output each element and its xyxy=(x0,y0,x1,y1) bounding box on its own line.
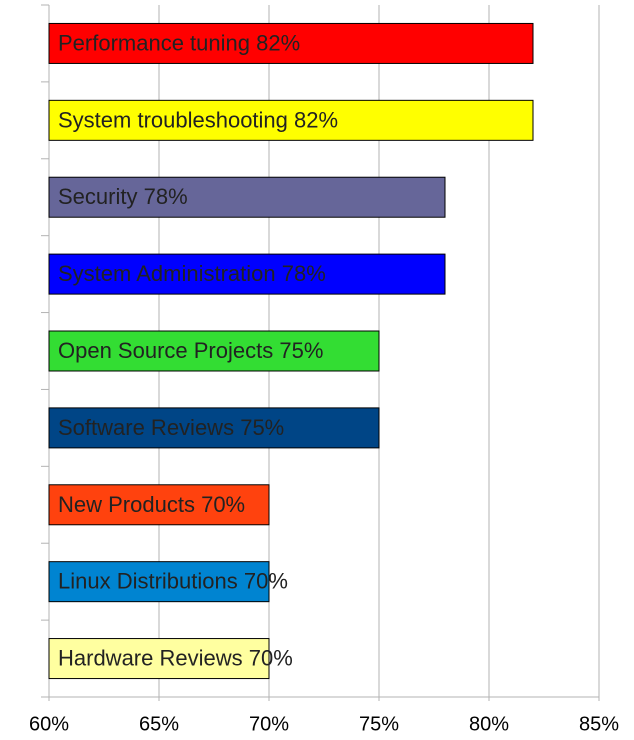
bar xyxy=(48,99,534,141)
x-tick-label: 70% xyxy=(249,713,289,735)
bar xyxy=(48,253,446,295)
category-label: Performance tuning xyxy=(58,30,250,55)
data-label: Software Reviews 75% xyxy=(58,415,284,440)
bar xyxy=(48,22,534,64)
category-label: Open Source Projects xyxy=(58,338,273,363)
x-tick-label: 80% xyxy=(469,713,509,735)
data-label: Linux Distributions 70% xyxy=(58,568,288,593)
value-label: 70% xyxy=(201,492,245,517)
x-tick-label: 65% xyxy=(139,713,179,735)
bar xyxy=(48,330,380,372)
value-label: 82% xyxy=(256,30,300,55)
x-tick-label: 85% xyxy=(579,713,619,735)
value-label: 70% xyxy=(244,568,288,593)
category-label: System Administration xyxy=(58,261,276,286)
value-label: 75% xyxy=(240,415,284,440)
bar xyxy=(48,407,380,449)
data-label: Performance tuning 82% xyxy=(58,30,300,55)
bar xyxy=(48,176,446,218)
category-label: Linux Distributions xyxy=(58,568,238,593)
category-label: Hardware Reviews xyxy=(58,645,243,670)
value-label: 70% xyxy=(249,645,293,670)
data-label: Open Source Projects 75% xyxy=(58,338,323,363)
bar xyxy=(48,484,270,526)
category-label: Security xyxy=(58,184,137,209)
bar xyxy=(48,561,270,603)
value-label: 78% xyxy=(282,261,326,286)
data-label: Security 78% xyxy=(58,184,188,209)
category-label: System troubleshooting xyxy=(58,107,288,132)
data-label: System Administration 78% xyxy=(58,261,326,286)
category-label: Software Reviews xyxy=(58,415,234,440)
value-label: 75% xyxy=(279,338,323,363)
value-label: 78% xyxy=(144,184,188,209)
value-label: 82% xyxy=(294,107,338,132)
data-label: New Products 70% xyxy=(58,492,245,517)
data-label: Hardware Reviews 70% xyxy=(58,645,293,670)
bar xyxy=(48,638,270,680)
category-label: New Products xyxy=(58,492,195,517)
x-tick-label: 60% xyxy=(29,713,69,735)
x-tick-label: 75% xyxy=(359,713,399,735)
data-label: System troubleshooting 82% xyxy=(58,107,338,132)
